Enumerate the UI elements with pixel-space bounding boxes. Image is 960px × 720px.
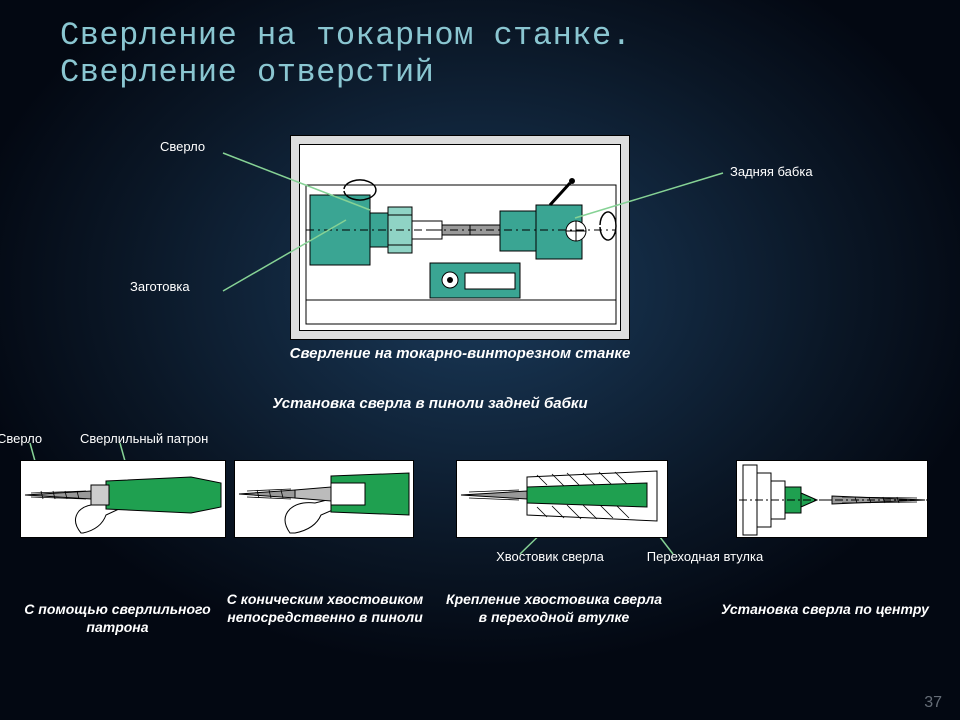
slot-3-svg: [457, 461, 669, 539]
caption-4: Установка сверла по центру: [720, 600, 930, 618]
label-drill: Сверло: [160, 140, 230, 155]
label-chuck: Сверлильный патрон: [80, 432, 228, 447]
slot-1-svg: [21, 461, 227, 539]
page-title: Сверление на токарном станке. Сверление …: [60, 18, 631, 92]
caption-3: Крепление хвостовика сверла в переходной…: [445, 590, 663, 626]
label-tailstock: Задняя бабка: [730, 165, 870, 180]
caption-2: С коническим хвостовиком непосредственно…: [225, 590, 425, 626]
slot-4-svg: [737, 461, 929, 539]
title-line-2: Сверление отверстий: [60, 54, 434, 91]
slot-2-svg: [235, 461, 415, 539]
label-drill-2: Сверло: [0, 432, 67, 447]
slot-4: [736, 460, 928, 538]
lathe-svg: [300, 145, 622, 332]
slot-1: [20, 460, 226, 538]
slot-3: [456, 460, 668, 538]
label-sleeve: Переходная втулка: [640, 550, 770, 565]
caption-1: С помощью сверлильного патрона: [20, 600, 215, 636]
main-caption: Сверление на токарно-винторезном станке: [260, 345, 660, 364]
label-shank: Хвостовик сверла: [490, 550, 610, 565]
sub-caption: Установка сверла в пиноли задней бабки: [190, 395, 670, 412]
page-number: 37: [924, 694, 942, 712]
slot-2: [234, 460, 414, 538]
main-diagram: [290, 135, 630, 340]
title-line-1: Сверление на токарном станке.: [60, 17, 631, 54]
label-workpiece: Заготовка: [130, 280, 230, 295]
main-diagram-inner: [299, 144, 621, 331]
